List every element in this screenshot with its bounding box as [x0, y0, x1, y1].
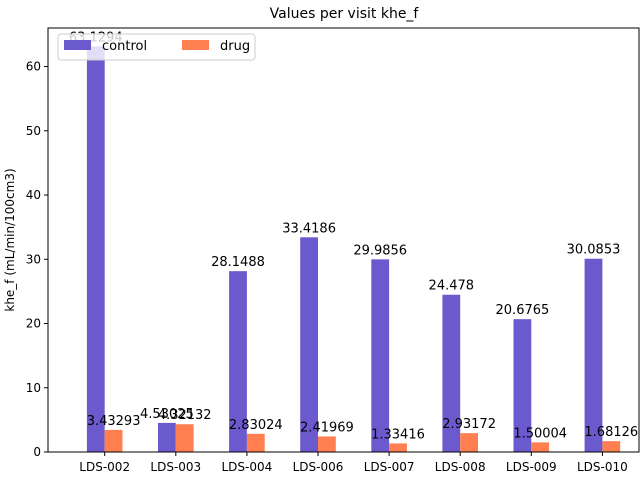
bars-layer	[86, 46, 621, 452]
data-label-control-lds-008: 24.478	[429, 279, 475, 294]
y-tick-label: 60	[26, 60, 41, 74]
bar-control-lds-008	[442, 294, 461, 452]
bar-drug-lds-003	[175, 424, 194, 452]
bar-control-lds-002	[86, 46, 105, 452]
data-label-control-lds-006: 33.4186	[282, 221, 336, 236]
data-label-drug-lds-010: 1.68126	[584, 425, 638, 440]
y-tick-label: 0	[33, 445, 41, 459]
legend-swatch-drug	[182, 40, 209, 50]
bar-drug-lds-006	[318, 436, 336, 452]
legend-swatch-control	[64, 40, 91, 50]
bar-drug-lds-010	[602, 441, 621, 452]
data-label-drug-lds-007: 1.33416	[371, 427, 425, 442]
data-labels-layer: 63.12944.5302528.148833.418629.985624.47…	[69, 30, 638, 442]
y-axis-ticks: 0 10 20 30 40 50 60	[26, 60, 48, 459]
x-tick-label: LDS-009	[506, 460, 557, 474]
bar-control-lds-010	[584, 258, 603, 452]
x-tick-label: LDS-006	[293, 460, 344, 474]
bar-drug-lds-009	[531, 442, 550, 452]
bar-control-lds-009	[513, 319, 532, 452]
bar-control-lds-004	[229, 271, 247, 452]
x-tick-label: LDS-002	[79, 460, 130, 474]
bar-control-lds-006	[300, 237, 318, 452]
data-label-drug-lds-006: 2.41969	[300, 420, 354, 435]
legend-label-drug: drug	[220, 39, 250, 54]
data-label-control-lds-003: 4.53025	[140, 407, 194, 422]
data-label-control-lds-004: 28.1488	[211, 255, 265, 270]
data-label-drug-lds-003: 4.32132	[158, 408, 212, 423]
y-tick-label: 30	[26, 252, 41, 266]
y-tick-label: 20	[26, 317, 41, 331]
y-tick-label: 50	[26, 124, 41, 138]
data-label-drug-lds-004: 2.83024	[229, 418, 283, 433]
x-tick-label: LDS-008	[435, 460, 486, 474]
y-axis-label: khe_f (mL/min/100cm3)	[3, 168, 17, 311]
legend-label-control: control	[102, 39, 147, 54]
data-label-drug-lds-002: 3.43293	[87, 414, 141, 429]
data-label-control-lds-010: 30.0853	[567, 243, 621, 258]
bar-control-lds-003	[158, 422, 176, 452]
bar-drug-lds-004	[246, 433, 265, 452]
data-label-control-lds-007: 29.9856	[353, 243, 407, 258]
data-label-drug-lds-008: 2.93172	[442, 417, 496, 432]
x-tick-label: LDS-004	[222, 460, 273, 474]
x-tick-label: LDS-010	[577, 460, 628, 474]
x-tick-label: LDS-003	[150, 460, 201, 474]
x-tick-label: LDS-007	[364, 460, 415, 474]
bar-drug-lds-002	[104, 429, 123, 452]
bar-control-lds-007	[371, 259, 390, 452]
plot-frame	[47, 27, 640, 453]
data-label-control-lds-009: 20.6765	[496, 303, 550, 318]
bar-drug-lds-007	[389, 443, 407, 452]
data-label-drug-lds-009: 1.50004	[513, 426, 567, 441]
y-tick-label: 40	[26, 188, 41, 202]
bar-drug-lds-008	[460, 433, 478, 452]
x-axis-ticks: LDS-002 LDS-003 LDS-004 LDS-006 LDS-007 LDS-0…	[79, 452, 628, 474]
y-tick-label: 10	[26, 381, 41, 395]
legend: control drug	[57, 33, 256, 61]
chart-title: Values per visit khe_f	[270, 6, 420, 22]
